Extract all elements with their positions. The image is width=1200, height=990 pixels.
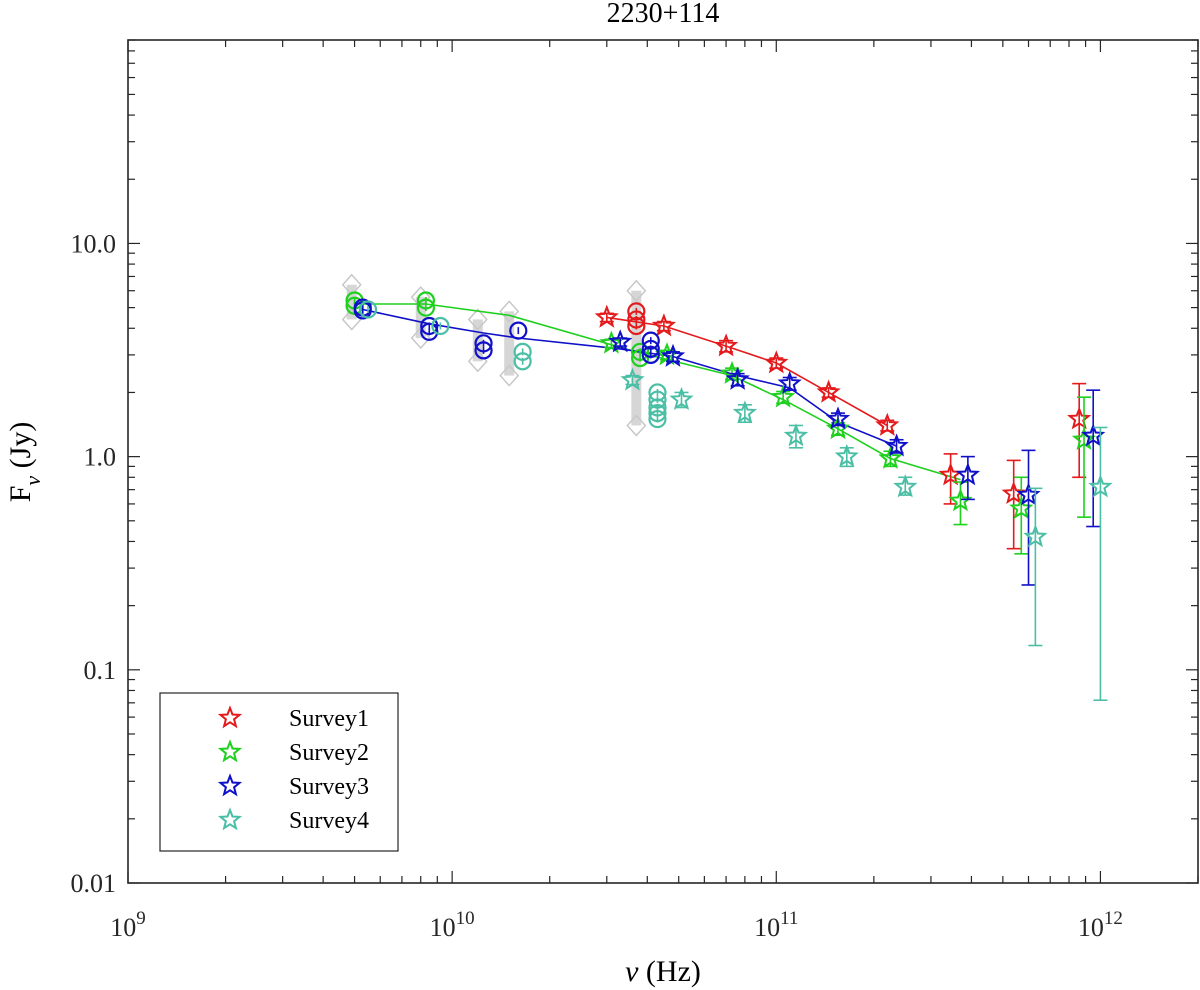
survey2-star-point xyxy=(719,360,745,384)
survey1-star-point xyxy=(875,412,900,436)
chart-title: 2230+114 xyxy=(607,0,720,29)
legend-marker-survey1 xyxy=(217,705,243,729)
x-tick-label: 109 xyxy=(110,908,146,942)
archive-band xyxy=(472,319,483,362)
survey3-star-point xyxy=(660,343,686,367)
y-tick-label: 0.01 xyxy=(71,869,117,898)
survey2-star-point xyxy=(1071,426,1097,451)
survey4-circle-point xyxy=(513,352,532,371)
legend-label-survey4: Survey4 xyxy=(289,808,369,834)
y-axis-label-main: F xyxy=(4,486,37,503)
legend-box xyxy=(159,692,399,852)
y-axis-label-unit: (Jy) xyxy=(4,422,37,476)
y-tick-label: 10.0 xyxy=(71,229,117,258)
archive-band-layer xyxy=(341,273,647,437)
archive-band xyxy=(504,311,515,376)
survey3-circle-point xyxy=(474,341,493,360)
x-tick-label: 1012 xyxy=(1078,908,1123,942)
survey2-circle-point xyxy=(630,348,650,368)
survey4-star-point xyxy=(834,443,859,467)
survey1-star-point xyxy=(713,333,739,357)
x-tick-exponent: 9 xyxy=(136,908,146,929)
survey4-star-point xyxy=(893,474,918,498)
survey4-star-point xyxy=(732,400,758,424)
survey1-star-point xyxy=(594,304,619,328)
survey4-circle-point xyxy=(358,300,378,319)
survey2-star-point xyxy=(599,330,624,354)
survey1-star-point xyxy=(764,350,789,374)
survey3-star-point xyxy=(955,462,981,486)
archive-band xyxy=(346,284,357,320)
x-tick-exponent: 11 xyxy=(780,908,798,929)
survey1-star-point xyxy=(651,313,677,337)
survey3-star-point xyxy=(777,370,802,394)
legend-label-survey2: Survey2 xyxy=(289,740,369,766)
y-tick-label: 1.0 xyxy=(84,443,117,472)
survey3-star-point xyxy=(825,406,851,430)
y-axis-label-sub: ν xyxy=(20,476,45,486)
plot-frame xyxy=(127,39,1199,884)
survey2-star-point xyxy=(770,384,796,408)
x-axis-label-symbol: ν xyxy=(625,955,639,988)
archive-diamond xyxy=(499,364,520,387)
survey4-circle-point xyxy=(431,316,450,336)
x-tick-base: 10 xyxy=(430,913,456,942)
x-axis-label: ν (Hz) xyxy=(625,955,701,988)
survey4-star-point xyxy=(669,386,694,411)
survey4-star-point xyxy=(1023,524,1048,548)
x-tick-label: 1011 xyxy=(754,908,798,942)
legend-marker-survey4 xyxy=(217,807,243,831)
survey4-star-point xyxy=(620,367,645,391)
y-axis-label: Fν (Jy) xyxy=(4,422,45,503)
survey4-circle-point xyxy=(648,409,667,429)
archive-diamond xyxy=(499,300,520,323)
x-tick-base: 10 xyxy=(1078,913,1104,942)
survey4-star-point xyxy=(1088,474,1113,498)
survey3-star-point xyxy=(725,366,750,390)
legend-label-survey3: Survey3 xyxy=(289,774,369,800)
survey3-circle-point xyxy=(641,345,660,365)
y-tick-label: 0.1 xyxy=(84,656,117,685)
survey1-star-point xyxy=(816,379,841,403)
archive-diamond xyxy=(341,273,362,296)
survey2-star-point xyxy=(878,445,903,469)
archive-diamond xyxy=(626,279,647,302)
legend-marker-survey3 xyxy=(217,773,243,797)
x-axis-label-unit: (Hz) xyxy=(638,955,700,988)
survey1-circle-point xyxy=(627,316,646,336)
x-tick-base: 10 xyxy=(754,913,780,942)
survey4-star-point xyxy=(783,423,809,447)
x-tick-label: 1010 xyxy=(430,908,475,942)
survey3-star-point xyxy=(884,433,909,457)
legend-marker-survey2 xyxy=(217,739,243,763)
survey1-fit-curve xyxy=(606,316,888,427)
survey1-star-point xyxy=(1067,406,1092,430)
archive-band xyxy=(415,297,426,339)
legend-label-survey1: Survey1 xyxy=(289,706,369,732)
survey3-star-point xyxy=(608,329,633,353)
x-tick-exponent: 10 xyxy=(456,908,475,929)
survey3-circle-point xyxy=(420,322,439,341)
marker-layer xyxy=(345,291,1113,702)
survey3-circle-point xyxy=(509,321,528,340)
archive-diamond xyxy=(467,308,488,331)
legend: Survey1 Survey2 Survey3 Survey4 xyxy=(159,692,399,852)
survey2-circle-point xyxy=(416,298,436,317)
x-tick-exponent: 12 xyxy=(1104,908,1123,929)
archive-diamond xyxy=(626,414,647,437)
survey2-star-point xyxy=(825,416,851,440)
x-tick-base: 10 xyxy=(110,913,136,942)
